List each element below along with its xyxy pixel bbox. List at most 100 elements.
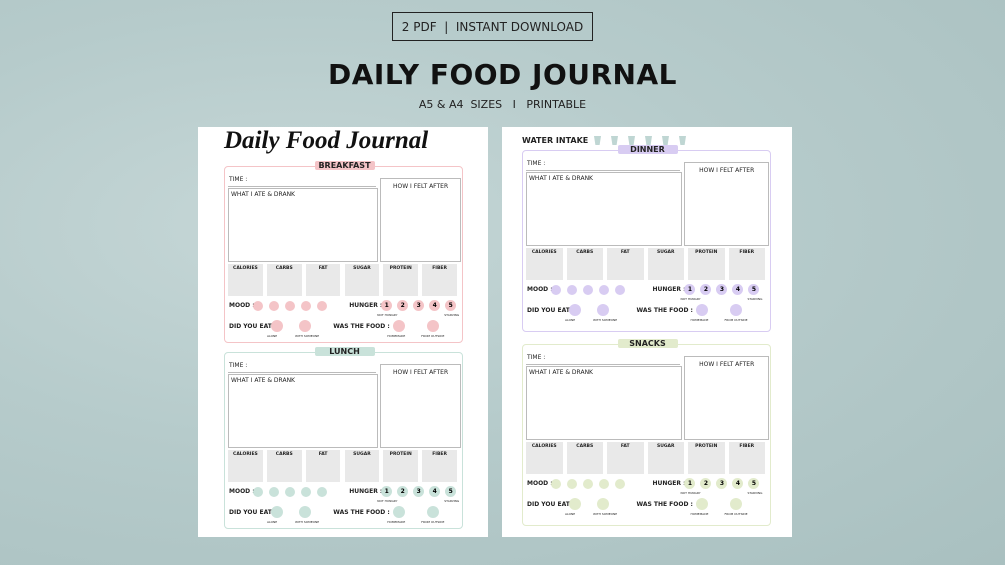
ate-box: WHAT I ATE & DRANK: [526, 366, 683, 440]
mood-face: [567, 285, 577, 295]
water-cup: [645, 136, 652, 145]
time-label: TIME :: [229, 176, 248, 183]
hunger-level: 1: [381, 300, 393, 311]
nutrient-label: PROTEIN: [389, 266, 412, 271]
mood-face: [317, 487, 327, 497]
eat-option: [597, 498, 609, 510]
subtitle: A5 & A4 SIZES I PRINTABLE: [418, 98, 587, 111]
hunger-low: NOT HUNGRY: [377, 313, 398, 317]
hunger-level: 4: [732, 284, 744, 295]
hunger-level: 2: [397, 486, 409, 497]
ate-label: WHAT I ATE & DRANK: [529, 175, 593, 182]
hunger-level: 3: [413, 486, 425, 497]
hunger-level: 5: [748, 478, 760, 489]
nutrient-box: FIBER: [422, 264, 457, 296]
mood-face: [285, 301, 295, 311]
hunger-level: 5: [748, 284, 760, 295]
food-option: [730, 498, 743, 510]
mood-label: MOOD :: [527, 480, 553, 487]
nutrient-box: FAT: [305, 450, 341, 482]
nutrient-label: SUGAR: [353, 452, 371, 457]
eat-option-label: WITH SOMEONE: [593, 318, 618, 322]
mood-face: [567, 479, 577, 489]
hunger-level: 2: [397, 300, 409, 311]
time-label: TIME :: [229, 362, 248, 369]
food-option: [427, 320, 440, 332]
time-label: TIME :: [527, 160, 546, 167]
hunger-level: 4: [429, 486, 441, 497]
food-option-label: HOMEMADE: [690, 512, 709, 516]
water-cup: [662, 136, 669, 145]
section-tab: LUNCH: [314, 347, 375, 356]
nutrient-box: FIBER: [422, 450, 457, 482]
felt-box: HOW I FELT AFTER: [380, 178, 461, 262]
title: DAILY FOOD JOURNAL: [327, 58, 678, 91]
nutrient-label: CALORIES: [531, 444, 557, 449]
mood-face: [301, 487, 311, 497]
nutrient-label: CARBS: [275, 266, 293, 271]
eat-option-label: ALONE: [267, 334, 278, 338]
nutrient-label: FIBER: [739, 250, 755, 255]
food-option-label: FROM OUTSIDE: [724, 512, 748, 516]
nutrient-label: FIBER: [432, 452, 447, 457]
nutrient-box: SUGAR: [647, 248, 684, 280]
section: BREAKFAST TIME : WHAT I ATE & DRANK HOW I F…: [224, 161, 463, 343]
mood-face: [583, 479, 593, 489]
felt-label: HOW I FELT AFTER: [392, 183, 449, 190]
hunger-low: NOT HUNGRY: [680, 297, 701, 301]
section-tab: DINNER: [617, 145, 678, 154]
eat-option: [299, 320, 311, 332]
food-label: WAS THE FOOD :: [333, 509, 390, 516]
nutrient-box: CARBS: [266, 264, 302, 296]
ate-label: WHAT I ATE & DRANK: [231, 191, 295, 198]
nutrient-label: SUGAR: [656, 444, 675, 449]
eat-option-label: ALONE: [565, 318, 576, 322]
eat-option: [569, 304, 581, 316]
nutrient-label: CALORIES: [531, 250, 557, 255]
ate-box: WHAT I ATE & DRANK: [228, 188, 379, 262]
did-you-eat-label: DID YOU EAT :: [229, 323, 277, 330]
page-heading: Daily Food Journal: [224, 127, 429, 154]
journal-page: Daily Food Journal BREAKFAST TIME : WHAT I …: [198, 127, 488, 537]
hunger-level: 3: [716, 478, 728, 489]
mood-face: [269, 301, 279, 311]
did-you-eat-label: DID YOU EAT :: [527, 501, 575, 508]
nutrient-label: CARBS: [576, 250, 594, 255]
mood-face: [615, 479, 625, 489]
food-option-label: FROM OUTSIDE: [421, 334, 445, 338]
nutrient-box: FAT: [607, 248, 644, 280]
food-option: [393, 506, 406, 518]
hunger-label: HUNGER :: [349, 302, 383, 309]
food-label: WAS THE FOOD :: [636, 501, 693, 508]
nutrient-box: SUGAR: [647, 442, 684, 474]
section: SNACKS TIME : WHAT I ATE & DRANK HOW I FELT…: [522, 339, 771, 526]
hunger-level: 5: [445, 300, 457, 311]
water-cup: [594, 136, 601, 145]
water-cup: [679, 136, 686, 145]
mood-face: [317, 301, 327, 311]
hunger-level: 1: [381, 486, 393, 497]
food-option-label: HOMEMADE: [387, 520, 406, 524]
nutrient-label: CALORIES: [233, 452, 258, 457]
journal-page: WATER INTAKE DINNER TIME : WHAT I ATE & DRA…: [502, 127, 792, 537]
felt-box: HOW I FELT AFTER: [380, 364, 461, 448]
nutrient-label: FAT: [318, 452, 328, 457]
hunger-label: HUNGER :: [652, 286, 686, 293]
mood-face: [551, 285, 561, 295]
mood-face: [253, 487, 263, 497]
nutrient-box: PROTEIN: [688, 442, 725, 474]
mood-label: MOOD :: [229, 302, 255, 309]
hunger-level: 2: [700, 284, 712, 295]
eat-option: [271, 320, 283, 332]
hunger-level: 2: [700, 478, 712, 489]
nutrient-label: SUGAR: [656, 250, 675, 255]
hunger-high: STARVING: [747, 491, 763, 495]
nutrient-box: CARBS: [566, 248, 603, 280]
nutrient-label: FAT: [620, 444, 630, 449]
mood-face: [551, 479, 561, 489]
ate-label: WHAT I ATE & DRANK: [231, 377, 295, 384]
water-cup: [628, 136, 635, 145]
mood-face: [599, 479, 609, 489]
water-cup: [611, 136, 618, 145]
